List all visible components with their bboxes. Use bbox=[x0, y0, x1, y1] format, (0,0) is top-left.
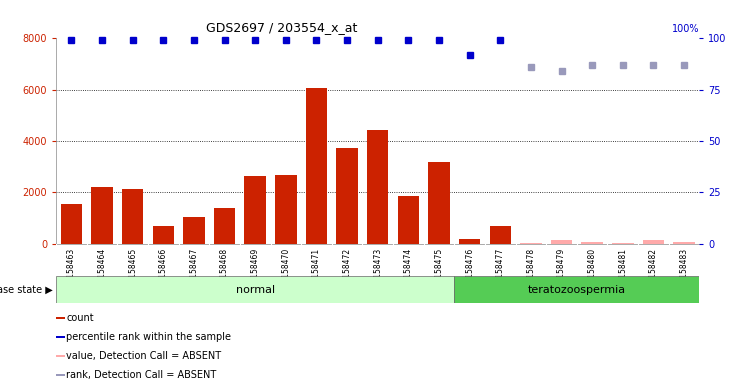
Bar bbox=[429, 162, 450, 244]
Bar bbox=[153, 226, 174, 244]
Text: GSM158483: GSM158483 bbox=[680, 248, 689, 294]
Bar bbox=[454, 276, 699, 303]
Bar bbox=[56, 317, 65, 319]
Text: GSM158481: GSM158481 bbox=[619, 248, 628, 294]
Bar bbox=[551, 240, 572, 244]
Text: percentile rank within the sample: percentile rank within the sample bbox=[67, 332, 231, 342]
Text: GSM158480: GSM158480 bbox=[588, 248, 597, 294]
Text: teratozoospermia: teratozoospermia bbox=[528, 285, 626, 295]
Text: GSM158468: GSM158468 bbox=[220, 248, 229, 294]
Text: GSM158469: GSM158469 bbox=[251, 248, 260, 295]
Title: GDS2697 / 203554_x_at: GDS2697 / 203554_x_at bbox=[206, 22, 357, 35]
Bar bbox=[459, 239, 480, 244]
Text: GSM158474: GSM158474 bbox=[404, 248, 413, 295]
Bar bbox=[56, 355, 65, 357]
Bar bbox=[245, 176, 266, 244]
Text: value, Detection Call = ABSENT: value, Detection Call = ABSENT bbox=[67, 351, 221, 361]
Text: GSM158473: GSM158473 bbox=[373, 248, 382, 295]
Bar bbox=[581, 242, 603, 244]
Bar bbox=[306, 88, 327, 244]
Text: GSM158465: GSM158465 bbox=[128, 248, 137, 295]
Bar bbox=[612, 243, 634, 244]
Text: GSM158463: GSM158463 bbox=[67, 248, 76, 295]
Bar bbox=[214, 208, 236, 244]
Text: GSM158476: GSM158476 bbox=[465, 248, 474, 295]
Bar bbox=[56, 374, 65, 376]
Bar bbox=[673, 242, 695, 244]
Bar bbox=[275, 174, 296, 244]
Bar bbox=[643, 240, 664, 244]
Text: GSM158479: GSM158479 bbox=[557, 248, 566, 295]
Text: GSM158478: GSM158478 bbox=[527, 248, 536, 294]
Text: GSM158466: GSM158466 bbox=[159, 248, 168, 295]
Text: normal: normal bbox=[236, 285, 275, 295]
Text: GSM158475: GSM158475 bbox=[435, 248, 444, 295]
Bar bbox=[337, 147, 358, 244]
Text: GSM158472: GSM158472 bbox=[343, 248, 352, 294]
Text: GSM158482: GSM158482 bbox=[649, 248, 658, 294]
Bar bbox=[398, 196, 419, 244]
Text: GSM158467: GSM158467 bbox=[189, 248, 198, 295]
Text: rank, Detection Call = ABSENT: rank, Detection Call = ABSENT bbox=[67, 370, 217, 380]
Bar bbox=[367, 129, 388, 244]
Text: GSM158470: GSM158470 bbox=[281, 248, 290, 295]
Bar bbox=[520, 243, 542, 244]
Bar bbox=[56, 336, 65, 338]
Bar bbox=[489, 226, 511, 244]
Text: GSM158471: GSM158471 bbox=[312, 248, 321, 294]
Bar bbox=[183, 217, 205, 244]
Bar bbox=[122, 189, 144, 244]
Text: GSM158477: GSM158477 bbox=[496, 248, 505, 295]
Bar bbox=[61, 204, 82, 244]
Bar bbox=[91, 187, 113, 244]
Bar bbox=[56, 276, 454, 303]
Text: disease state ▶: disease state ▶ bbox=[0, 285, 52, 295]
Text: count: count bbox=[67, 313, 94, 323]
Text: 100%: 100% bbox=[672, 24, 699, 34]
Text: GSM158464: GSM158464 bbox=[97, 248, 106, 295]
